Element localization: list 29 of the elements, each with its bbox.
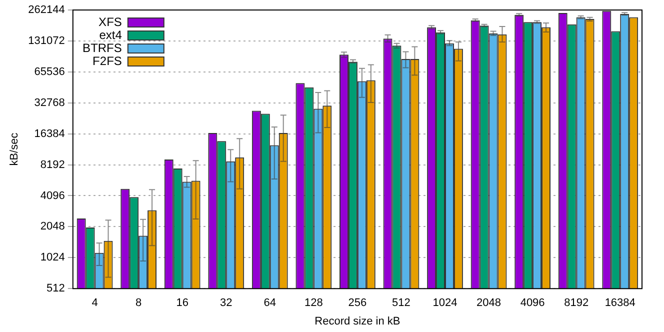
x-tick-label: 512 xyxy=(392,297,410,310)
y-tick-label: 4096 xyxy=(40,190,65,202)
y-tick-label: 2048 xyxy=(40,220,65,233)
y-tick-label: 8192 xyxy=(40,158,65,171)
y-axis-title: kB/sec xyxy=(8,132,21,166)
x-tick-label: 256 xyxy=(348,297,367,310)
x-axis-title: Record size in kB xyxy=(314,315,400,328)
x-tick-label: 2048 xyxy=(476,297,502,310)
x-tick-label: 8192 xyxy=(564,297,589,310)
x-tick-label: 128 xyxy=(304,297,323,310)
x-tick-label: 8 xyxy=(136,297,142,310)
x-tick-label: 16 xyxy=(176,297,188,310)
y-tick-label: 512 xyxy=(46,282,65,295)
legend-label: XFS xyxy=(98,14,122,29)
y-tick-label: 65536 xyxy=(34,66,65,78)
y-tick-label: 131072 xyxy=(28,34,65,47)
x-tick-label: 1024 xyxy=(432,297,458,310)
x-tick-label: 32 xyxy=(220,297,232,310)
y-tick-label: 262144 xyxy=(28,4,65,16)
legend-label: ext4 xyxy=(99,28,122,42)
legend-label: BTRFS xyxy=(82,40,122,55)
x-tick-label: 16384 xyxy=(604,297,636,310)
y-tick-label: 32768 xyxy=(34,96,65,109)
x-tick-label: 4 xyxy=(92,297,98,310)
x-tick-label: 64 xyxy=(264,297,276,310)
legend-label: F2FS xyxy=(92,54,122,68)
x-tick-label: 4096 xyxy=(520,297,545,310)
y-tick-label: 1024 xyxy=(40,252,65,264)
y-tick-label: 16384 xyxy=(34,128,65,140)
